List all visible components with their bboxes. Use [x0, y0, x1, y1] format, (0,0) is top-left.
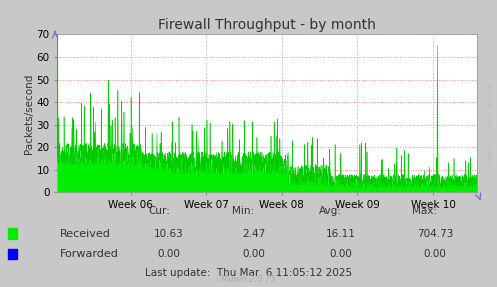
Text: 0.00: 0.00: [158, 249, 180, 259]
Text: Forwarded: Forwarded: [60, 249, 118, 259]
Text: 0.00: 0.00: [423, 249, 446, 259]
Text: Received: Received: [60, 229, 110, 239]
Text: Cur:: Cur:: [148, 206, 170, 216]
Text: Max:: Max:: [413, 206, 437, 216]
Text: 2.47: 2.47: [242, 229, 265, 239]
Text: Last update:  Thu Mar  6 11:05:12 2025: Last update: Thu Mar 6 11:05:12 2025: [145, 268, 352, 278]
Text: Munin 2.0.75: Munin 2.0.75: [221, 275, 276, 284]
Text: 16.11: 16.11: [326, 229, 355, 239]
Text: Min:: Min:: [233, 206, 254, 216]
Text: 0.00: 0.00: [242, 249, 265, 259]
Y-axis label: Packets/second: Packets/second: [24, 73, 34, 154]
Text: RRDTOOL / TOBI OETIKER: RRDTOOL / TOBI OETIKER: [489, 82, 494, 165]
Text: 10.63: 10.63: [154, 229, 184, 239]
Text: Avg:: Avg:: [319, 206, 342, 216]
Text: 0.00: 0.00: [329, 249, 352, 259]
Text: 704.73: 704.73: [416, 229, 453, 239]
Title: Firewall Throughput - by month: Firewall Throughput - by month: [158, 18, 376, 32]
